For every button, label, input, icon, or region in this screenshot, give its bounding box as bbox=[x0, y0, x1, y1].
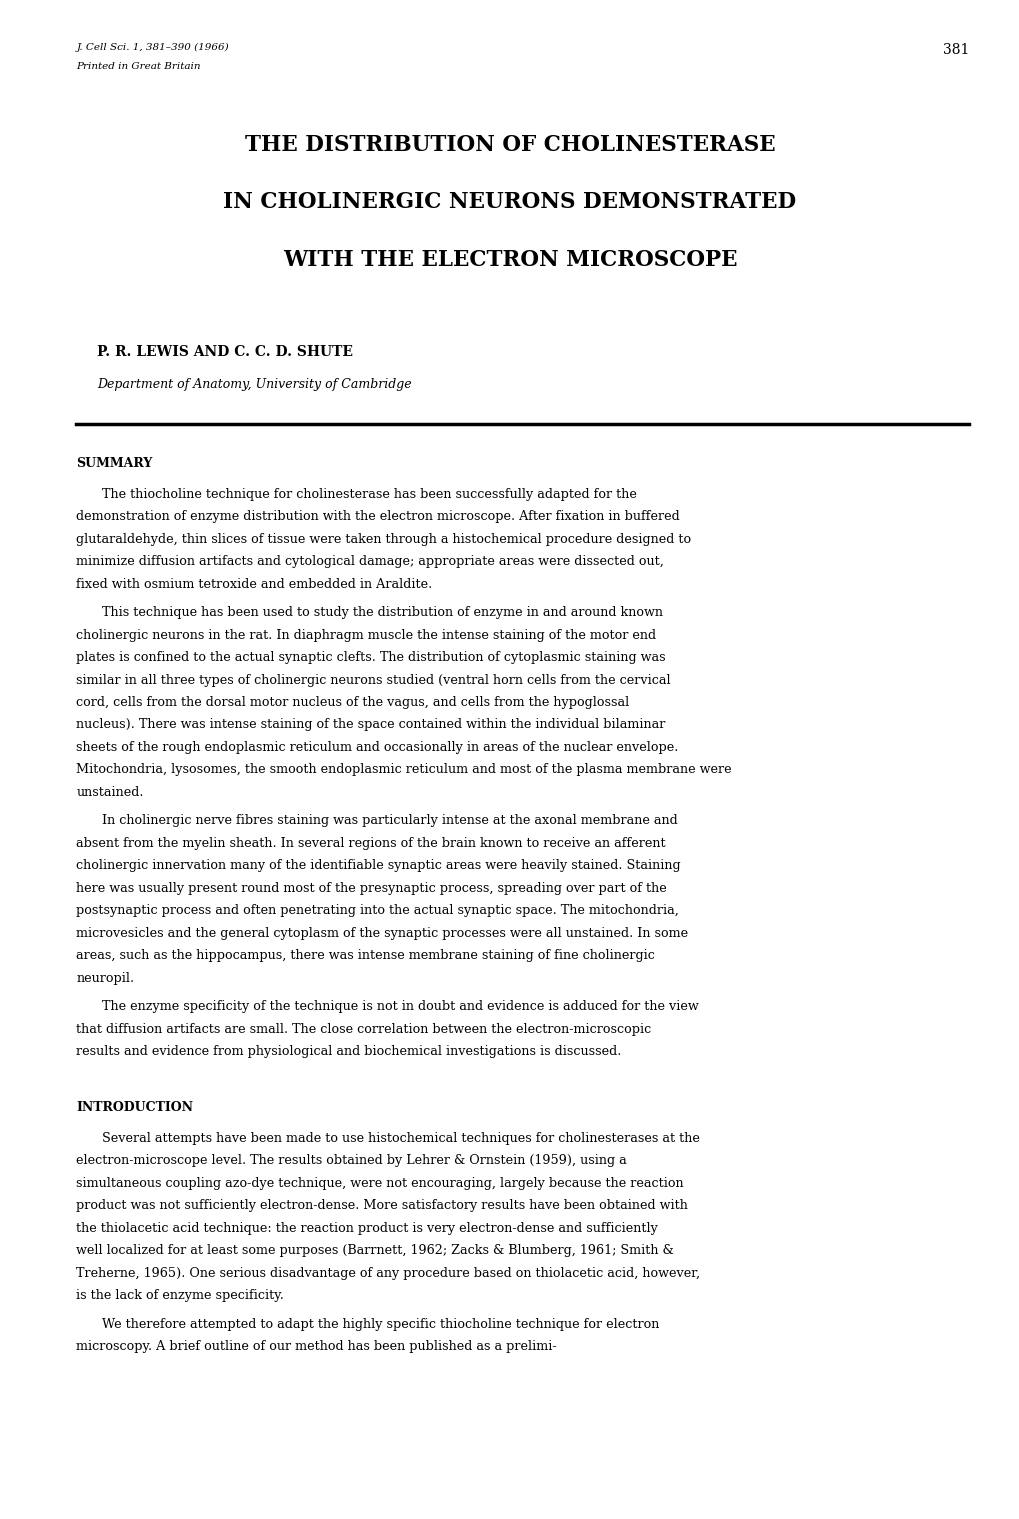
Text: This technique has been used to study the distribution of enzyme in and around k: This technique has been used to study th… bbox=[102, 606, 662, 620]
Text: areas, such as the hippocampus, there was intense membrane staining of fine chol: areas, such as the hippocampus, there wa… bbox=[76, 949, 655, 963]
Text: In cholinergic nerve fibres staining was particularly intense at the axonal memb: In cholinergic nerve fibres staining was… bbox=[102, 814, 677, 828]
Text: J. Cell Sci. 1, 381–390 (1966): J. Cell Sci. 1, 381–390 (1966) bbox=[76, 43, 229, 52]
Text: cholinergic innervation many of the identifiable synaptic areas were heavily sta: cholinergic innervation many of the iden… bbox=[76, 860, 681, 872]
Text: THE DISTRIBUTION OF CHOLINESTERASE: THE DISTRIBUTION OF CHOLINESTERASE bbox=[245, 134, 774, 155]
Text: P. R. LEWIS AND C. C. D. SHUTE: P. R. LEWIS AND C. C. D. SHUTE bbox=[97, 345, 353, 358]
Text: is the lack of enzyme specificity.: is the lack of enzyme specificity. bbox=[76, 1290, 284, 1302]
Text: The enzyme specificity of the technique is not in doubt and evidence is adduced : The enzyme specificity of the technique … bbox=[102, 1001, 698, 1013]
Text: similar in all three types of cholinergic neurons studied (ventral horn cells fr: similar in all three types of cholinergi… bbox=[76, 673, 671, 687]
Text: 381: 381 bbox=[942, 43, 968, 56]
Text: that diffusion artifacts are small. The close correlation between the electron-m: that diffusion artifacts are small. The … bbox=[76, 1022, 651, 1036]
Text: cord, cells from the dorsal motor nucleus of the vagus, and cells from the hypog: cord, cells from the dorsal motor nucleu… bbox=[76, 696, 629, 709]
Text: unstained.: unstained. bbox=[76, 785, 144, 799]
Text: product was not sufficiently electron-dense. More satisfactory results have been: product was not sufficiently electron-de… bbox=[76, 1198, 688, 1212]
Text: absent from the myelin sheath. In several regions of the brain known to receive : absent from the myelin sheath. In severa… bbox=[76, 837, 665, 851]
Text: neuropil.: neuropil. bbox=[76, 972, 135, 984]
Text: INTRODUCTION: INTRODUCTION bbox=[76, 1101, 194, 1115]
Text: here was usually present round most of the presynaptic process, spreading over p: here was usually present round most of t… bbox=[76, 883, 666, 895]
Text: simultaneous coupling azo-dye technique, were not encouraging, largely because t: simultaneous coupling azo-dye technique,… bbox=[76, 1177, 684, 1189]
Text: results and evidence from physiological and biochemical investigations is discus: results and evidence from physiological … bbox=[76, 1045, 622, 1059]
Text: demonstration of enzyme distribution with the electron microscope. After fixatio: demonstration of enzyme distribution wit… bbox=[76, 510, 680, 523]
Text: postsynaptic process and often penetrating into the actual synaptic space. The m: postsynaptic process and often penetrati… bbox=[76, 904, 679, 917]
Text: microscopy. A brief outline of our method has been published as a prelimi-: microscopy. A brief outline of our metho… bbox=[76, 1340, 556, 1353]
Text: minimize diffusion artifacts and cytological damage; appropriate areas were diss: minimize diffusion artifacts and cytolog… bbox=[76, 554, 663, 568]
Text: Department of Anatomy, University of Cambridge: Department of Anatomy, University of Cam… bbox=[97, 378, 411, 392]
Text: Several attempts have been made to use histochemical techniques for cholinestera: Several attempts have been made to use h… bbox=[102, 1132, 699, 1145]
Text: IN CHOLINERGIC NEURONS DEMONSTRATED: IN CHOLINERGIC NEURONS DEMONSTRATED bbox=[223, 191, 796, 213]
Text: nucleus). There was intense staining of the space contained within the individua: nucleus). There was intense staining of … bbox=[76, 718, 665, 732]
Text: fixed with osmium tetroxide and embedded in Araldite.: fixed with osmium tetroxide and embedded… bbox=[76, 577, 432, 591]
Text: SUMMARY: SUMMARY bbox=[76, 457, 153, 471]
Text: The thiocholine technique for cholinesterase has been successfully adapted for t: The thiocholine technique for cholineste… bbox=[102, 488, 636, 501]
Text: electron-microscope level. The results obtained by Lehrer & Ornstein (1959), usi: electron-microscope level. The results o… bbox=[76, 1154, 627, 1167]
Text: sheets of the rough endoplasmic reticulum and occasionally in areas of the nucle: sheets of the rough endoplasmic reticulu… bbox=[76, 741, 679, 753]
Text: WITH THE ELECTRON MICROSCOPE: WITH THE ELECTRON MICROSCOPE bbox=[282, 249, 737, 270]
Text: We therefore attempted to adapt the highly specific thiocholine technique for el: We therefore attempted to adapt the high… bbox=[102, 1317, 658, 1331]
Text: glutaraldehyde, thin slices of tissue were taken through a histochemical procedu: glutaraldehyde, thin slices of tissue we… bbox=[76, 533, 691, 545]
Text: plates is confined to the actual synaptic clefts. The distribution of cytoplasmi: plates is confined to the actual synapti… bbox=[76, 652, 665, 664]
Text: microvesicles and the general cytoplasm of the synaptic processes were all unsta: microvesicles and the general cytoplasm … bbox=[76, 927, 688, 940]
Text: cholinergic neurons in the rat. In diaphragm muscle the intense staining of the : cholinergic neurons in the rat. In diaph… bbox=[76, 629, 656, 641]
Text: well localized for at least some purposes (Barrnett, 1962; Zacks & Blumberg, 196: well localized for at least some purpose… bbox=[76, 1244, 674, 1258]
Text: the thiolacetic acid technique: the reaction product is very electron-dense and : the thiolacetic acid technique: the reac… bbox=[76, 1221, 657, 1235]
Text: Printed in Great Britain: Printed in Great Britain bbox=[76, 62, 201, 71]
Text: Treherne, 1965). One serious disadvantage of any procedure based on thiolacetic : Treherne, 1965). One serious disadvantag… bbox=[76, 1267, 700, 1279]
Text: Mitochondria, lysosomes, the smooth endoplasmic reticulum and most of the plasma: Mitochondria, lysosomes, the smooth endo… bbox=[76, 764, 732, 776]
